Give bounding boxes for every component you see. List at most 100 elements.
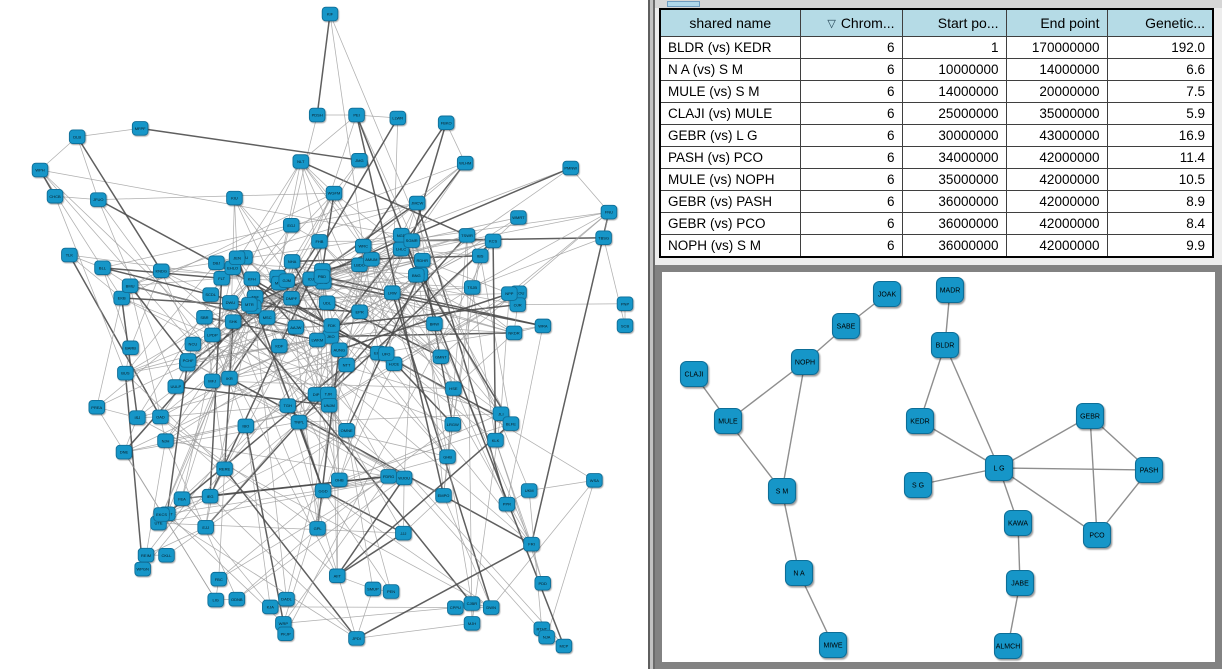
network-node[interactable]: BLL bbox=[94, 260, 111, 275]
network-node[interactable]: DWN bbox=[482, 600, 500, 615]
network-node[interactable]: PREA bbox=[88, 399, 106, 415]
network-node[interactable]: FRI bbox=[523, 536, 540, 552]
network-node-jabe[interactable]: JABE bbox=[1005, 569, 1035, 597]
network-node[interactable]: SHK bbox=[224, 314, 242, 329]
filter-icon[interactable]: ▽ bbox=[827, 18, 836, 30]
network-node[interactable]: EPR bbox=[351, 304, 368, 319]
network-node[interactable]: SGMR bbox=[403, 233, 420, 248]
network-node[interactable]: MJH bbox=[463, 616, 481, 631]
network-node[interactable]: SCB bbox=[616, 318, 634, 333]
table-row[interactable]: GEBR (vs) PCO 6 36000000 42000000 8.4 bbox=[659, 212, 1214, 235]
network-node[interactable]: WSA bbox=[586, 473, 603, 488]
network-node[interactable]: ODNB bbox=[228, 591, 246, 607]
network-node[interactable]: NKDR bbox=[505, 325, 523, 341]
network-node-s-g[interactable]: S G bbox=[903, 471, 933, 499]
network-node[interactable]: UFO bbox=[377, 346, 395, 362]
network-node[interactable]: RERE bbox=[216, 461, 233, 476]
network-node[interactable]: DNE bbox=[115, 444, 133, 460]
network-node-n-a[interactable]: N A bbox=[784, 559, 814, 587]
network-node[interactable]: OMNE bbox=[338, 423, 355, 438]
network-node[interactable]: UNJM bbox=[320, 398, 338, 413]
network-node[interactable]: OAD bbox=[152, 409, 169, 425]
network-node-sabe[interactable]: SABE bbox=[831, 312, 861, 340]
network-node[interactable]: WPGN bbox=[134, 561, 151, 577]
network-node[interactable]: EGJ bbox=[282, 217, 300, 233]
network-node[interactable]: JPDI bbox=[348, 631, 365, 646]
network-node-miwe[interactable]: MIWE bbox=[818, 631, 848, 659]
network-node[interactable]: KFH bbox=[243, 271, 261, 286]
network-node[interactable]: PDD bbox=[534, 576, 551, 591]
network-node[interactable]: WMRT bbox=[510, 210, 527, 225]
network-node[interactable]: BLFE bbox=[502, 416, 520, 431]
network-node[interactable]: NPP bbox=[501, 286, 518, 301]
column-header-end-point[interactable]: End point bbox=[1005, 8, 1108, 37]
network-node[interactable]: LLWR bbox=[389, 110, 407, 126]
network-node[interactable]: PCHF bbox=[179, 353, 197, 368]
network-node-gebr[interactable]: GEBR bbox=[1075, 402, 1105, 430]
network-node[interactable]: PBD bbox=[313, 269, 331, 284]
network-node[interactable]: CKLL bbox=[158, 548, 175, 563]
table-row[interactable]: N A (vs) S M 6 10000000 14000000 6.6 bbox=[659, 58, 1214, 81]
network-node[interactable]: LPDP bbox=[204, 327, 221, 343]
network-node[interactable]: TLK bbox=[61, 247, 78, 263]
network-node[interactable]: FBC bbox=[210, 571, 227, 587]
network-node[interactable]: EKCS bbox=[153, 507, 170, 522]
network-node[interactable]: PEN bbox=[382, 584, 400, 599]
network-node[interactable]: HSE bbox=[445, 381, 462, 396]
network-node[interactable]: BUS bbox=[117, 365, 134, 381]
network-node[interactable]: NTT bbox=[338, 357, 355, 373]
network-node-s-m[interactable]: S M bbox=[767, 477, 797, 505]
network-node[interactable]: JMG bbox=[351, 152, 368, 168]
network-node[interactable]: AUNG bbox=[331, 342, 348, 357]
network-node[interactable]: PNP bbox=[616, 296, 634, 311]
network-node[interactable]: GMNT bbox=[432, 349, 450, 364]
network-node[interactable]: KJA bbox=[262, 599, 279, 615]
network-node-joak[interactable]: JOAK bbox=[872, 280, 902, 308]
scrollbar-thumb[interactable] bbox=[667, 1, 700, 7]
network-node[interactable]: MSC bbox=[258, 310, 276, 325]
network-node[interactable]: IBO bbox=[237, 418, 255, 434]
network-node[interactable]: NJH bbox=[157, 433, 174, 448]
network-node[interactable]: EKB bbox=[113, 290, 130, 306]
network-node[interactable]: KIF bbox=[321, 6, 339, 22]
network-node[interactable]: FNU bbox=[600, 204, 618, 220]
table-row[interactable]: MULE (vs) S M 6 14000000 20000000 7.5 bbox=[659, 80, 1214, 103]
network-node[interactable]: SCDL bbox=[202, 287, 219, 302]
network-node[interactable]: WRC bbox=[355, 238, 372, 254]
network-node[interactable]: UULP bbox=[167, 379, 185, 394]
network-node[interactable]: TNPL bbox=[290, 414, 308, 430]
network-node[interactable]: JJJ bbox=[395, 525, 412, 541]
network-node[interactable]: ISJ bbox=[129, 410, 146, 425]
network-node[interactable]: GJM bbox=[278, 273, 295, 288]
network-node[interactable]: EMPO bbox=[435, 488, 452, 503]
network-node[interactable]: REIM bbox=[137, 547, 155, 563]
table-row[interactable]: CLAJI (vs) MULE 6 25000000 35000000 5.9 bbox=[659, 102, 1214, 125]
network-node[interactable]: DMPF bbox=[283, 290, 300, 306]
network-node[interactable]: TSWR bbox=[458, 228, 476, 243]
network-node[interactable]: FEA bbox=[173, 491, 191, 506]
network-node[interactable]: KDF bbox=[271, 338, 288, 354]
network-node[interactable]: WPH bbox=[31, 162, 49, 178]
network-node[interactable]: BARB bbox=[122, 340, 139, 356]
network-node[interactable]: CHCB bbox=[46, 188, 64, 204]
network-node[interactable]: KIU bbox=[226, 190, 243, 206]
network-node[interactable]: WGFM bbox=[325, 185, 343, 201]
network-node[interactable]: TGH bbox=[279, 398, 296, 413]
network-node[interactable]: IBS bbox=[471, 248, 489, 264]
network-node-kawa[interactable]: KAWA bbox=[1003, 509, 1033, 537]
table-row[interactable]: GEBR (vs) L G 6 30000000 43000000 16.9 bbox=[659, 124, 1214, 147]
network-node[interactable]: FBKO bbox=[437, 115, 455, 131]
network-node[interactable]: PPR bbox=[498, 496, 516, 512]
column-header-genetic[interactable]: Genetic... bbox=[1106, 8, 1214, 37]
table-row[interactable]: GEBR (vs) PASH 6 36000000 42000000 8.9 bbox=[659, 190, 1214, 213]
panel-splitter[interactable] bbox=[648, 0, 655, 669]
network-node[interactable]: PKJP bbox=[277, 626, 294, 642]
network-node[interactable]: KCS bbox=[484, 233, 502, 249]
network-node-noph[interactable]: NOPH bbox=[790, 348, 820, 376]
network-node[interactable]: WJOU bbox=[395, 470, 413, 486]
network-node[interactable]: FDK bbox=[323, 318, 340, 333]
network-node[interactable]: OHB bbox=[331, 472, 348, 488]
network-node[interactable]: MFJ bbox=[203, 373, 221, 389]
overview-network-canvas[interactable]: KIF WPH PNP SBR DIP KIU DNE JLI MSC TBSG HSE JMCW NK… bbox=[0, 0, 648, 669]
network-node[interactable]: GHB bbox=[439, 449, 456, 464]
